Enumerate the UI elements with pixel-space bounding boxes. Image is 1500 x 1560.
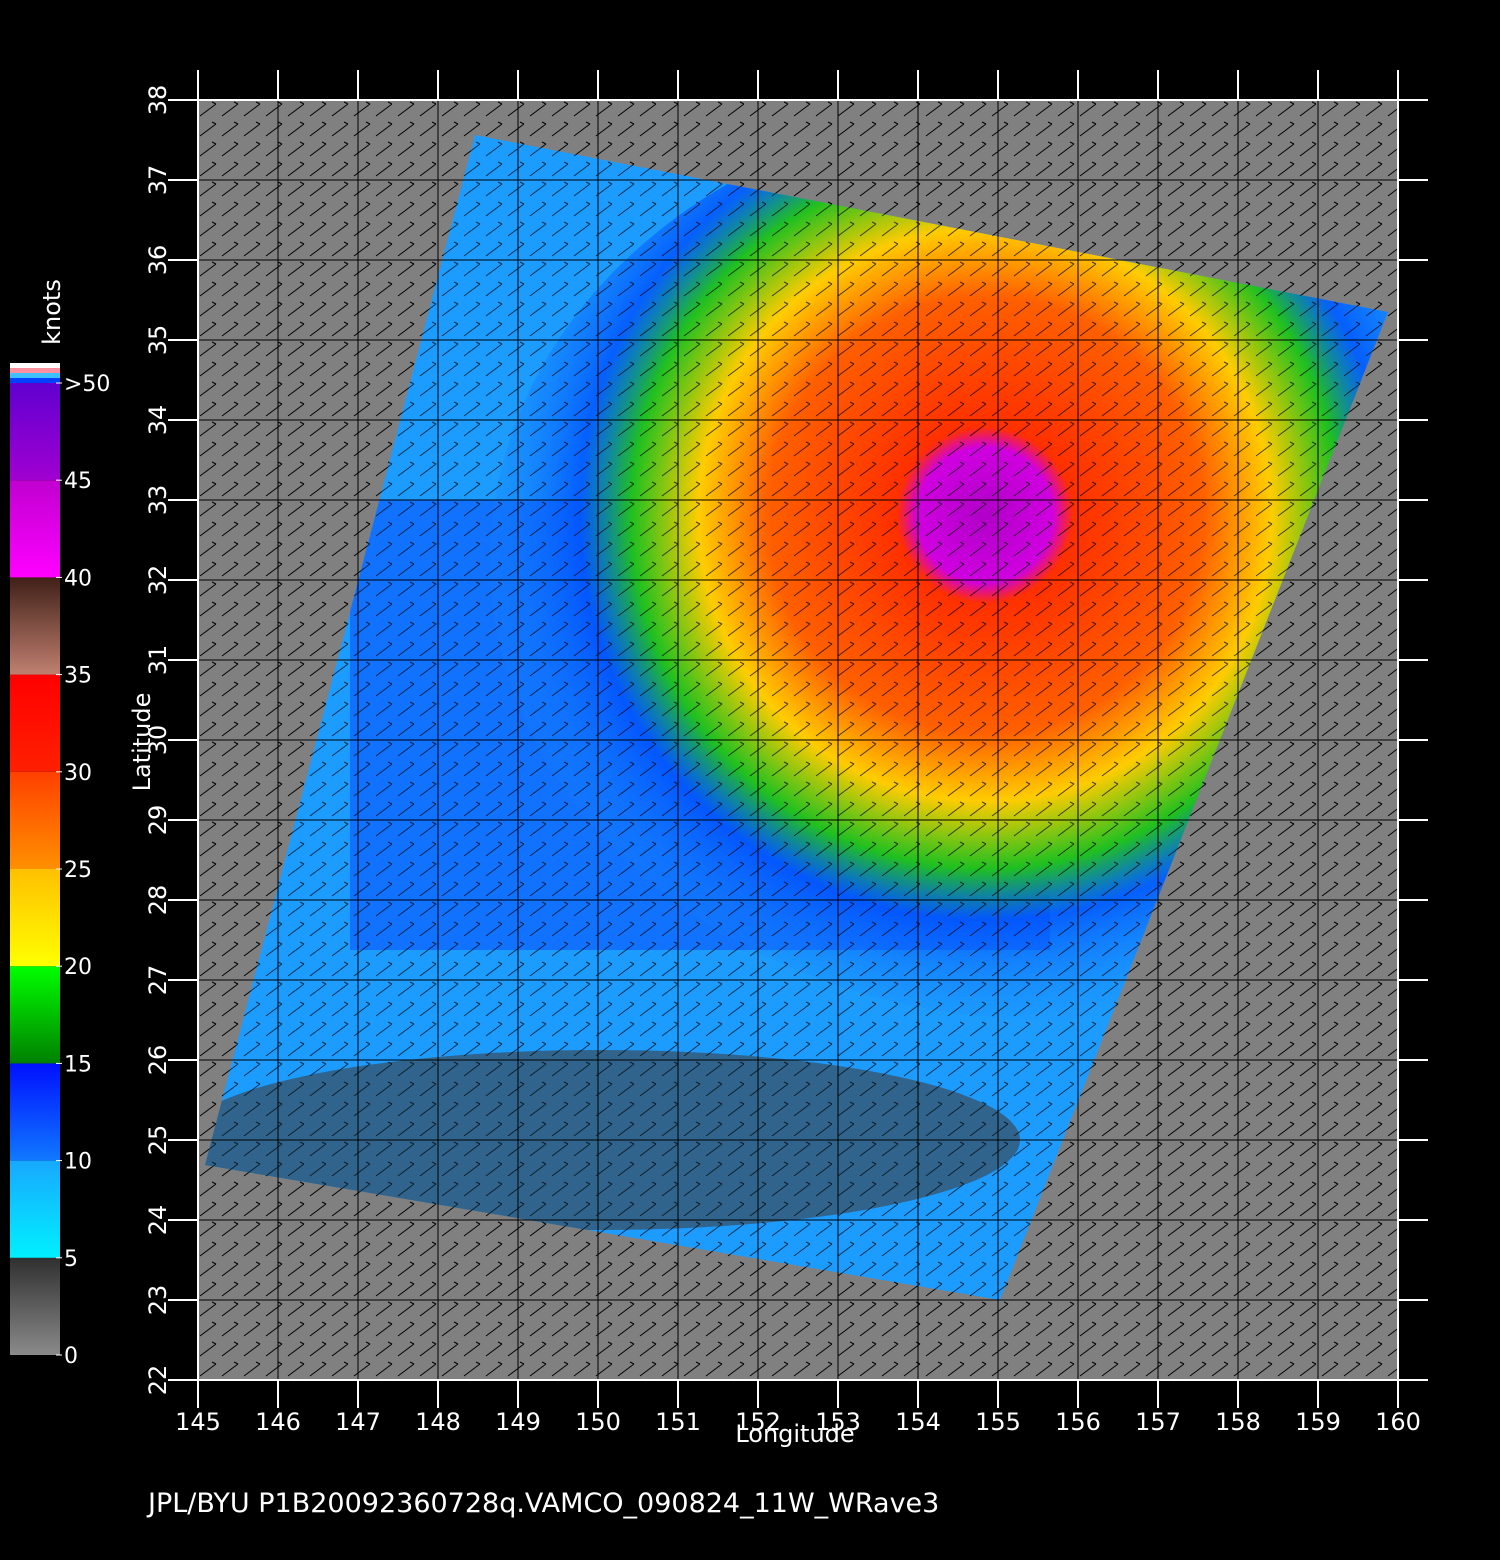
colorbar-tick-label: 25 <box>64 858 92 883</box>
x-tick-label: 159 <box>1295 1408 1341 1436</box>
colorbar-tick-label: 40 <box>64 566 92 591</box>
colorbar-tick-label: 15 <box>64 1052 92 1077</box>
x-tick-label: 145 <box>175 1408 221 1436</box>
colorbar-tick-label: >50 <box>64 372 110 397</box>
colorbar: 0 5 10 15 20 25 30 35 40 45 >50 knots <box>10 279 110 1369</box>
colorbar-cap <box>10 373 60 378</box>
y-tick-label: 34 <box>144 405 172 436</box>
y-tick-label: 36 <box>144 245 172 276</box>
title: JPL/BYU P1B20092360728q.VAMCO_090824_11W… <box>146 1488 939 1519</box>
colorbar-segment <box>10 1257 60 1355</box>
colorbar-tick-label: 0 <box>64 1344 78 1369</box>
x-tick-label: 160 <box>1375 1408 1421 1436</box>
y-tick-label: 26 <box>144 1045 172 1076</box>
colorbar-segment <box>10 869 60 967</box>
colorbar-cap <box>10 368 60 373</box>
x-tick-label: 151 <box>655 1408 701 1436</box>
colorbar-cap <box>10 378 60 383</box>
colorbar-tick-label: 20 <box>64 955 92 980</box>
axes: 145 146 147 148 149 150 151 152 153 154 155 156 157 1… <box>144 70 1428 1436</box>
colorbar-segment <box>10 674 60 772</box>
y-tick-label: 27 <box>144 965 172 996</box>
x-tick-label: 150 <box>575 1408 621 1436</box>
y-tick-label: 33 <box>144 485 172 516</box>
y-tick-label: 22 <box>144 1365 172 1396</box>
x-tick-label: 149 <box>495 1408 541 1436</box>
x-tick-label: 158 <box>1215 1408 1261 1436</box>
x-tick-label: 155 <box>975 1408 1021 1436</box>
colorbar-segment <box>10 1160 60 1258</box>
x-tick-label: 157 <box>1135 1408 1181 1436</box>
y-tick-label: 25 <box>144 1125 172 1156</box>
y-tick-label: 23 <box>144 1285 172 1316</box>
y-tick-label: 28 <box>144 885 172 916</box>
y-axis-label: Latitude <box>128 693 156 792</box>
y-tick-label: 29 <box>144 805 172 836</box>
y-tick-label: 32 <box>144 565 172 596</box>
plot-frame <box>197 99 1399 1381</box>
y-tick-label: 37 <box>144 165 172 196</box>
y-tick-label: 24 <box>144 1205 172 1236</box>
colorbar-segment <box>10 771 60 869</box>
colorbar-cap <box>10 363 60 368</box>
y-tick-label: 30 <box>144 725 172 756</box>
y-tick-label: 38 <box>144 85 172 116</box>
colorbar-tick-label: 45 <box>64 469 92 494</box>
y-tick-label: 35 <box>144 325 172 356</box>
colorbar-segment <box>10 1063 60 1161</box>
colorbar-segment <box>10 577 60 675</box>
colorbar-segment <box>10 383 60 481</box>
colorbar-tick-label: 30 <box>64 761 92 786</box>
colorbar-tick-label: 35 <box>64 664 92 689</box>
x-tick-label: 148 <box>415 1408 461 1436</box>
colorbar-tick-label: 10 <box>64 1150 92 1175</box>
colorbar-label: knots <box>38 279 66 345</box>
x-tick-label: 154 <box>895 1408 941 1436</box>
x-tick-label: 156 <box>1055 1408 1101 1436</box>
y-tick-label: 31 <box>144 645 172 676</box>
x-tick-label: 146 <box>255 1408 301 1436</box>
colorbar-segment <box>10 480 60 578</box>
colorbar-tick-label: 5 <box>64 1247 78 1272</box>
x-tick-label: 152 <box>735 1408 781 1436</box>
x-axis-label: Longitude <box>735 1420 854 1448</box>
x-tick-label: 147 <box>335 1408 381 1436</box>
x-tick-label: 153 <box>815 1408 861 1436</box>
colorbar-segment <box>10 966 60 1064</box>
